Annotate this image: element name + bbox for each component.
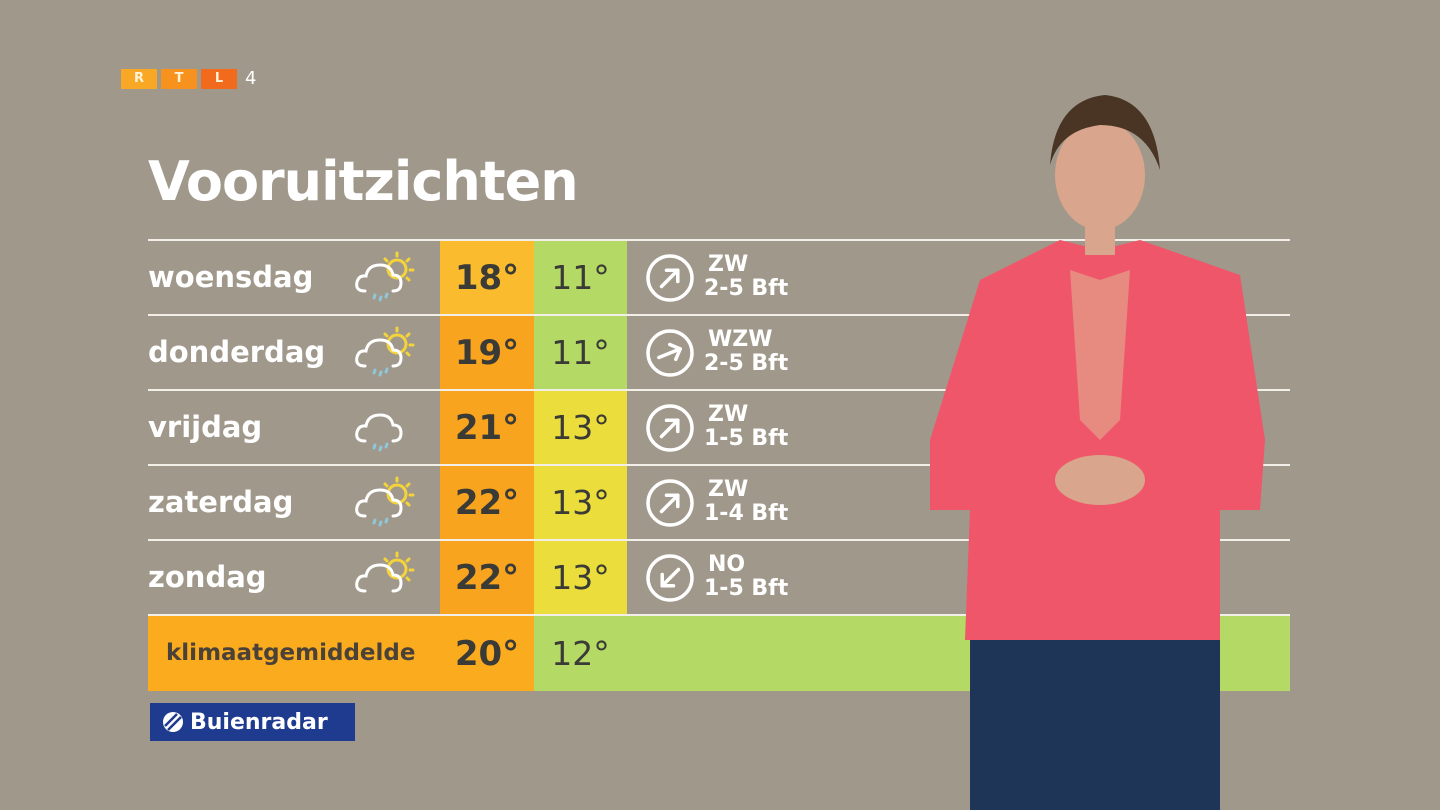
min-temp: 13° xyxy=(534,466,627,539)
cloud-sun-icon xyxy=(353,551,417,605)
logo-letter: R xyxy=(121,68,157,89)
cloud-rain-icon xyxy=(353,401,417,455)
wind-info: ZW 1-5 Bft xyxy=(704,403,788,451)
forecast-row: donderdag 19° 11° WZW 2-5 Bft xyxy=(148,314,1290,389)
wind-info: NO 1-5 Bft xyxy=(704,553,788,601)
min-temp: 11° xyxy=(534,241,627,314)
max-temp: 21° xyxy=(440,391,534,464)
wind-force: 1-4 Bft xyxy=(704,501,789,526)
wind-arrow-icon xyxy=(646,554,694,602)
climate-label: klimaatgemiddelde xyxy=(166,640,416,666)
wind-info: WZW 2-5 Bft xyxy=(704,328,788,376)
cloud-sun-rain-icon xyxy=(353,251,417,305)
forecast-row: zondag 22° 13° NO 1-5 Bft xyxy=(148,539,1290,614)
forecast-row: vrijdag 21° 13° ZW 1-5 Bft xyxy=(148,389,1290,464)
wind-direction: NO xyxy=(708,552,746,577)
min-temp: 11° xyxy=(534,316,627,389)
max-temp: 18° xyxy=(440,241,534,314)
forecast-row: woensdag 18° 11° ZW 2-5 Bft xyxy=(148,239,1290,314)
wind-direction: ZW xyxy=(708,477,749,502)
day-name: vrijdag xyxy=(148,410,263,444)
wind-arrow-icon xyxy=(646,254,694,302)
day-name: zaterdag xyxy=(148,485,294,519)
page-title: Vooruitzichten xyxy=(148,150,579,213)
day-name: donderdag xyxy=(148,335,326,369)
buienradar-logo: Buienradar xyxy=(150,703,355,741)
rtl4-logo: R T L 4 xyxy=(121,68,256,89)
buienradar-icon xyxy=(163,712,183,732)
wind-force: 1-5 Bft xyxy=(704,426,789,451)
climate-max: 20° xyxy=(454,633,520,674)
wind-arrow-icon xyxy=(646,479,694,527)
climate-min: 12° xyxy=(551,634,610,673)
logo-letter: L xyxy=(201,68,237,89)
cloud-sun-rain-icon xyxy=(353,476,417,530)
wind-force: 2-5 Bft xyxy=(704,276,789,301)
day-name: woensdag xyxy=(148,260,314,294)
logo-letter: T xyxy=(161,68,197,89)
max-temp: 22° xyxy=(440,541,534,614)
max-temp: 22° xyxy=(440,466,534,539)
wind-info: ZW 2-5 Bft xyxy=(704,253,788,301)
wind-arrow-icon xyxy=(646,404,694,452)
logo-channel: 4 xyxy=(245,68,257,89)
wind-arrow-icon xyxy=(646,329,694,377)
forecast-row: zaterdag 22° 13° ZW 1-4 Bft xyxy=(148,464,1290,539)
max-temp: 19° xyxy=(440,316,534,389)
wind-direction: WZW xyxy=(708,327,773,352)
min-temp: 13° xyxy=(534,391,627,464)
wind-force: 1-5 Bft xyxy=(704,576,789,601)
cloud-sun-rain-icon xyxy=(353,326,417,380)
day-name: zondag xyxy=(148,560,267,594)
wind-direction: ZW xyxy=(708,252,749,277)
wind-force: 2-5 Bft xyxy=(704,351,789,376)
min-temp: 13° xyxy=(534,541,627,614)
buienradar-text: Buienradar xyxy=(190,709,328,735)
wind-direction: ZW xyxy=(708,402,749,427)
presenter xyxy=(930,95,1265,810)
wind-info: ZW 1-4 Bft xyxy=(704,478,788,526)
